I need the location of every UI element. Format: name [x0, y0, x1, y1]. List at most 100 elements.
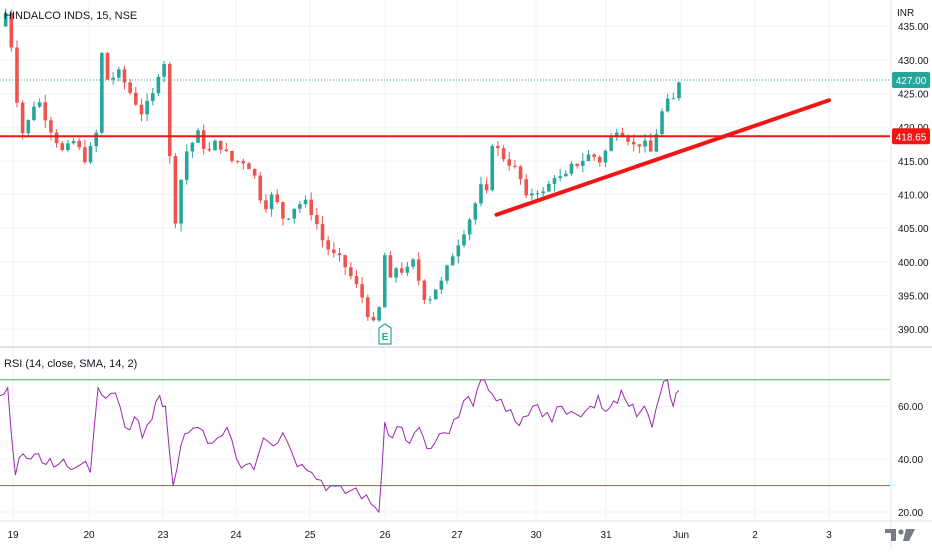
candle-body — [224, 149, 229, 152]
candle-body — [473, 203, 478, 220]
earnings-marker-shape — [378, 323, 392, 345]
tradingview-logo-icon — [885, 529, 915, 541]
candle-body — [43, 102, 48, 121]
candle-body — [445, 265, 449, 281]
candle-body — [631, 141, 636, 145]
currency-label: INR — [897, 8, 914, 19]
time-tick-label: 20 — [83, 530, 95, 541]
candle-body — [15, 47, 19, 103]
candle-body — [411, 259, 415, 267]
candle-body — [122, 69, 127, 83]
candle-body — [326, 240, 330, 250]
candle-body — [252, 169, 257, 176]
candle-body — [433, 289, 438, 300]
candle-body — [207, 148, 212, 151]
candle-body — [518, 166, 523, 180]
rsi-line — [0, 379, 680, 514]
last-price-badge-bg — [892, 72, 930, 89]
price-tick-label: 425.00 — [898, 90, 929, 101]
time-tick-label: 27 — [451, 530, 463, 541]
candle-body — [201, 130, 206, 149]
candle-body — [71, 140, 76, 144]
candle-body — [134, 92, 138, 105]
candle-body — [524, 179, 529, 196]
candle-body — [484, 184, 489, 191]
price-tick-label: 405.00 — [898, 224, 929, 235]
candle-body — [671, 98, 676, 100]
ascending-trend-line[interactable] — [494, 98, 831, 217]
candle-body — [450, 256, 455, 266]
candle-body — [315, 215, 319, 225]
candle-body — [354, 276, 359, 285]
last-price-badge: 427.00 — [892, 72, 930, 89]
candle-body — [9, 13, 14, 48]
candle-body — [286, 218, 291, 220]
rsi-pane[interactable] — [0, 379, 890, 514]
chart-title: HINDALCO INDS, 15, NSE — [4, 10, 137, 22]
earnings-marker[interactable]: E — [378, 323, 392, 345]
candle-body — [54, 132, 59, 144]
candle-body — [184, 151, 189, 180]
candle-body — [235, 160, 240, 162]
candle-body — [303, 199, 308, 205]
time-tick-label: 31 — [600, 530, 612, 541]
candle-body — [394, 268, 398, 278]
candle-body — [643, 140, 647, 147]
candle-body — [162, 64, 166, 77]
candle-body — [230, 151, 234, 161]
candle-body — [139, 104, 144, 115]
candle-body — [332, 249, 336, 254]
candle-body — [128, 82, 132, 93]
price-tick-label: 400.00 — [898, 258, 929, 269]
candle-body — [388, 255, 393, 278]
rsi-tick-label: 40.00 — [898, 455, 923, 466]
candle-body — [213, 140, 217, 151]
candle-body — [648, 140, 653, 152]
candle-body — [190, 142, 195, 152]
candle-body — [320, 224, 325, 241]
candle-body — [530, 193, 534, 196]
candle-body — [83, 147, 87, 163]
candle-body — [298, 204, 302, 209]
candle-body — [382, 255, 387, 308]
candle-body — [507, 159, 512, 166]
candle-body — [626, 136, 630, 142]
candle-body — [365, 297, 370, 318]
candle-body — [547, 184, 551, 192]
time-tick-label: 26 — [379, 530, 391, 541]
price-series — [3, 8, 681, 323]
candle-body — [665, 98, 670, 112]
candle-body — [241, 160, 246, 164]
rsi-indicator-label: RSI (14, close, SMA, 14, 2) — [4, 358, 137, 370]
rsi-tick-label: 20.00 — [898, 508, 923, 519]
last-price-badge-text: 427.00 — [896, 76, 927, 87]
candle-body — [620, 132, 625, 137]
candle-body — [156, 76, 161, 94]
candle-body — [105, 53, 110, 80]
time-tick-label: 25 — [304, 530, 316, 541]
candle-body — [117, 69, 121, 78]
candle-body — [66, 143, 70, 151]
candle-body — [428, 299, 432, 301]
candle-body — [405, 266, 410, 273]
candle-body — [422, 280, 427, 300]
price-tick-label: 390.00 — [898, 325, 929, 336]
candle-body — [564, 173, 568, 177]
candle-body — [258, 175, 263, 201]
candle-body — [269, 194, 274, 210]
time-tick-label: Jun — [673, 530, 689, 541]
candle-body — [275, 194, 280, 203]
time-tick-label: 3 — [826, 530, 832, 541]
candle-body — [677, 82, 681, 99]
candle-body — [150, 93, 155, 101]
price-tick-label: 430.00 — [898, 56, 929, 67]
candle-body — [77, 140, 82, 148]
candle-body — [349, 267, 353, 277]
candle-body — [20, 102, 25, 134]
candle-body — [501, 148, 506, 160]
time-tick-label: 24 — [230, 530, 242, 541]
candle-body — [597, 156, 602, 163]
time-tick-label: 23 — [157, 530, 169, 541]
price-tick-label: 435.00 — [898, 22, 929, 33]
